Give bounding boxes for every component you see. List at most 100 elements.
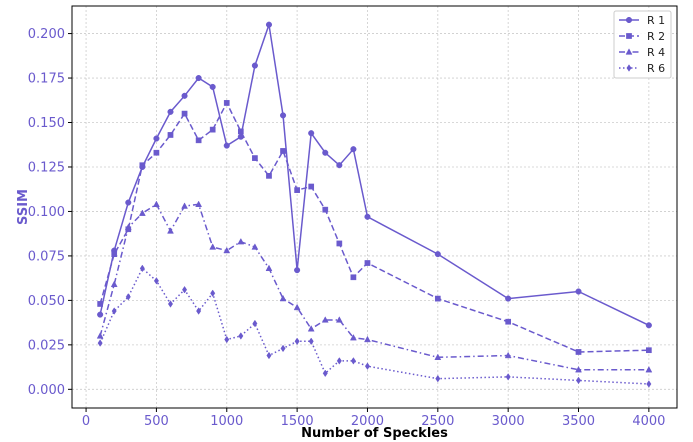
x-tick-label: 4000 [632,414,665,429]
x-axis-title: Number of Speckles [301,426,448,441]
data-point [167,300,173,308]
data-point [575,349,582,355]
data-point [364,213,371,220]
data-point [279,112,287,119]
data-point [294,267,301,274]
series-line [99,101,649,353]
data-point [181,92,188,99]
x-tick-label: 0 [82,414,90,429]
x-tick-label: 1500 [281,414,314,429]
data-point [308,130,315,137]
data-point [646,380,652,388]
data-point [364,260,371,266]
data-point [280,344,286,353]
y-axis-title: SSIM [16,189,31,225]
data-point [153,277,159,285]
data-point [196,307,202,315]
series-line [99,24,650,326]
data-point [434,295,441,302]
x-tick-label: 500 [144,414,169,429]
data-point [266,173,272,179]
series-line [99,267,649,385]
x-tick-label: 2500 [421,414,454,429]
legend-entry: R 4 [619,46,665,59]
data-point [434,251,441,258]
data-point [209,126,216,133]
data-point [293,303,301,311]
data-point [308,337,314,346]
legend-label: R 1 [647,14,665,27]
data-point [96,332,104,339]
data-point [167,132,174,138]
data-point [266,351,272,360]
data-point [504,351,512,359]
data-point [294,187,300,193]
data-point [139,162,146,169]
data-point [153,200,160,207]
data-point [252,155,258,161]
data-point [435,374,441,383]
data-point [251,243,259,250]
series-r-4 [96,200,653,373]
data-point [209,83,216,90]
legend-label: R 4 [647,46,665,59]
data-point [124,223,132,231]
data-point [167,227,174,234]
data-point [505,295,512,302]
x-tick-label: 3000 [492,414,525,429]
data-point [575,366,582,373]
legend-marker [626,33,632,39]
data-point [575,288,582,295]
data-point [434,353,442,360]
data-point [322,149,329,156]
data-point [125,199,132,206]
y-tick-label: 0.025 [28,338,65,353]
legend: R 1 R 2 R 4 R 6 [613,10,672,79]
legend-marker [625,48,633,55]
data-point [280,148,286,154]
data-point [237,237,245,245]
legend-label: R 2 [647,30,665,43]
data-point [364,362,370,370]
y-tick-label: 0.050 [28,294,65,309]
data-point [646,347,652,354]
data-point [294,337,300,346]
data-point [210,289,216,298]
data-point [322,369,328,378]
data-point [195,200,203,207]
data-point [645,366,653,373]
series-line [99,203,649,371]
legend-entry: R 6 [619,62,665,75]
data-point [321,316,329,323]
data-point [350,146,357,153]
data-point [265,264,273,272]
data-point [335,316,343,323]
data-point [153,135,160,142]
legend-box [613,10,672,79]
data-point [322,206,329,213]
data-point [350,274,357,281]
data-point [576,376,582,385]
data-point [307,325,315,332]
series-lines [96,21,653,388]
data-point [279,294,287,302]
data-point [336,162,343,169]
series-r-1 [97,21,652,329]
y-tick-label: 0.000 [28,383,65,398]
data-point [223,100,230,106]
data-point [364,335,371,343]
data-point [209,243,217,250]
y-axis-ticks: 0.000 0.025 0.050 0.075 0.100 0.125 0.150 0.175… [28,27,72,398]
data-point [223,142,230,149]
series-r-6 [97,264,652,388]
legend-entry: R 1 [619,14,665,27]
data-point [349,334,357,341]
data-point [153,149,160,156]
data-point [195,74,202,82]
data-point [110,280,118,288]
data-point [251,62,258,69]
data-point [97,301,103,307]
data-point [181,202,188,209]
data-point [195,137,202,144]
data-point [336,357,342,365]
